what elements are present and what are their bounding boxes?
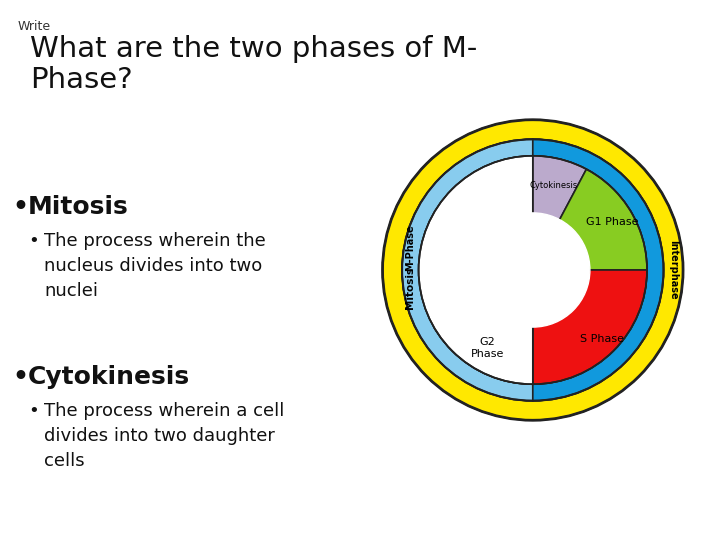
Wedge shape xyxy=(533,156,586,270)
Text: Cytokinesis: Cytokinesis xyxy=(530,181,578,190)
Text: •: • xyxy=(28,402,39,420)
Text: Cytokinesis: Cytokinesis xyxy=(28,365,190,389)
Text: Write: Write xyxy=(18,20,51,33)
Circle shape xyxy=(476,213,590,327)
Text: Mitosis: Mitosis xyxy=(28,195,129,219)
Text: M-Phase: M-Phase xyxy=(405,224,415,271)
Text: •: • xyxy=(12,195,28,219)
Wedge shape xyxy=(402,139,533,401)
Wedge shape xyxy=(533,169,647,270)
Text: The process wherein the
nucleus divides into two
nuclei: The process wherein the nucleus divides … xyxy=(44,232,266,300)
Text: G2
Phase: G2 Phase xyxy=(471,338,505,359)
Wedge shape xyxy=(434,270,533,384)
Text: What are the two phases of M-
Phase?: What are the two phases of M- Phase? xyxy=(30,35,477,94)
Wedge shape xyxy=(418,156,533,384)
Wedge shape xyxy=(533,270,647,384)
Text: Mitosis: Mitosis xyxy=(405,267,415,309)
Text: G1 Phase: G1 Phase xyxy=(586,217,639,227)
Text: The process wherein a cell
divides into two daughter
cells: The process wherein a cell divides into … xyxy=(44,402,284,470)
Wedge shape xyxy=(533,139,664,401)
Text: •: • xyxy=(28,232,39,250)
Wedge shape xyxy=(382,120,683,420)
Text: •: • xyxy=(12,365,28,389)
Text: S Phase: S Phase xyxy=(580,334,624,344)
Text: Interphase: Interphase xyxy=(668,240,678,300)
